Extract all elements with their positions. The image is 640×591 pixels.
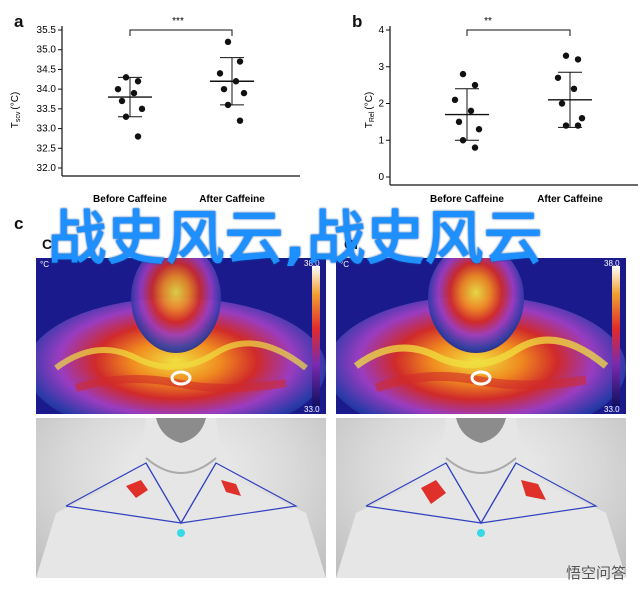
photo-after bbox=[336, 418, 626, 578]
chart-a-ylabel-sub: scv bbox=[15, 111, 22, 122]
chart-a-ytick-label: 32.5 bbox=[37, 143, 57, 154]
chart-a-data-point bbox=[216, 70, 224, 77]
chart-b-ytick-label: 4 bbox=[378, 25, 384, 36]
photo-before bbox=[36, 418, 326, 578]
chart-a-significance: *** bbox=[172, 16, 184, 27]
chart-a-data-point bbox=[224, 101, 232, 109]
thermal-after-min: 33.0 bbox=[604, 405, 620, 414]
panel-c-letter: c bbox=[14, 214, 24, 233]
site-watermark: 悟空问答 bbox=[565, 564, 626, 582]
chart-a-ytick-label: 32.0 bbox=[37, 163, 57, 174]
thermal-before-max: 38.0 bbox=[304, 259, 320, 268]
chart-b-data-point bbox=[570, 85, 578, 93]
chart-b-ylabel: TRel(°C) bbox=[364, 92, 376, 129]
chart-b-data-point bbox=[574, 56, 582, 63]
chart-a-data-point bbox=[114, 85, 122, 93]
chart-b-ytick-label: 2 bbox=[378, 99, 384, 110]
chart-a-ylabel: Tscv(°C) bbox=[10, 92, 22, 129]
chart-a-data-point bbox=[118, 97, 126, 105]
chart-a-data-point bbox=[134, 133, 142, 140]
panel-b-letter: b bbox=[352, 12, 363, 31]
chart-b-data-point bbox=[467, 107, 475, 115]
thermal-image-after: °C 38.0 33.0 bbox=[336, 258, 626, 414]
chart-b-ylabel-sub: Rel bbox=[369, 111, 376, 122]
chart-a-data-point bbox=[236, 58, 244, 65]
chart-b-data-point bbox=[574, 122, 582, 129]
chart-a-xtick-0: Before Caffeine bbox=[93, 194, 167, 205]
thermal-after-label: Ci bbox=[344, 236, 358, 252]
thermal-before-min: 33.0 bbox=[304, 405, 320, 414]
chart-b-ytick-label: 1 bbox=[378, 135, 384, 146]
chart-a-data-point bbox=[138, 105, 146, 113]
reference-point bbox=[177, 529, 185, 537]
chart-a-ytick-label: 34.0 bbox=[37, 84, 57, 95]
chart-b-xtick-1: After Caffeine bbox=[537, 194, 603, 205]
chart-b-ylabel-unit: (°C) bbox=[364, 92, 375, 110]
chart-b-data-point bbox=[554, 74, 562, 81]
chart-b-data-point bbox=[455, 118, 463, 126]
chart-a-data-point bbox=[232, 78, 240, 85]
chart-a-ytick-label: 33.5 bbox=[37, 104, 57, 115]
chart-b-significance: ** bbox=[484, 16, 492, 27]
thermal-after-max: 38.0 bbox=[604, 259, 620, 268]
chart-a-xtick-1: After Caffeine bbox=[199, 194, 265, 205]
chart-b-data-point bbox=[562, 122, 570, 129]
chart-a: Tscv(°C) *** 32.0 32.5 33.0 33.5 34.0 34.5 35.… bbox=[10, 16, 300, 205]
chart-b-data-point bbox=[459, 137, 467, 144]
panel-a-letter: a bbox=[14, 12, 24, 31]
chart-b: TRel(°C) ** 0 1 2 3 4 Before Caffeine After … bbox=[364, 16, 638, 205]
chart-b-data-point bbox=[459, 70, 467, 78]
chart-a-data-point bbox=[240, 89, 248, 97]
chart-b-data-point bbox=[558, 100, 566, 107]
thermal-image-before-graphic: °C 38.0 33.0 bbox=[36, 258, 326, 414]
chart-a-data-point bbox=[134, 78, 142, 85]
thermal-image-before: °C 38.0 33.0 bbox=[36, 258, 326, 414]
chart-a-ylabel-main: T bbox=[10, 122, 21, 128]
chart-a-significance-bracket bbox=[129, 29, 233, 36]
chart-b-data-point bbox=[451, 96, 459, 104]
chart-b-data-point bbox=[471, 81, 479, 89]
chart-a-data-point bbox=[130, 89, 138, 97]
chart-a-ytick-label: 34.5 bbox=[37, 64, 57, 75]
roi-circle bbox=[470, 370, 492, 386]
chart-b-data-point bbox=[475, 126, 483, 133]
chart-a-data-point bbox=[236, 117, 244, 124]
chart-b-ylabel-main: T bbox=[364, 122, 375, 128]
overlay-text: 战史风云,战史风云 bbox=[48, 204, 544, 272]
chart-a-data-point bbox=[122, 74, 130, 81]
photo-after-graphic bbox=[336, 418, 626, 578]
chart-a-ytick-label: 35.0 bbox=[37, 45, 57, 56]
chart-b-data-point bbox=[562, 52, 570, 59]
roi-circle bbox=[170, 370, 192, 386]
chart-a-ytick-label: 35.5 bbox=[37, 25, 57, 36]
chart-a-ytick-label: 33.0 bbox=[37, 124, 57, 135]
chart-a-data-point bbox=[224, 38, 232, 46]
thermal-before-label: Ci bbox=[42, 236, 56, 252]
chart-b-xtick-0: Before Caffeine bbox=[430, 194, 504, 205]
thermal-image-after-graphic: °C 38.0 33.0 bbox=[336, 258, 626, 414]
chart-b-ytick-label: 0 bbox=[378, 172, 384, 183]
chart-b-data-point bbox=[578, 115, 586, 122]
chart-b-significance-bracket bbox=[466, 29, 571, 36]
chart-b-data-point bbox=[471, 144, 479, 151]
chart-b-ytick-label: 3 bbox=[378, 62, 384, 73]
chart-a-ylabel-unit: (°C) bbox=[10, 92, 21, 110]
reference-point bbox=[477, 529, 485, 537]
chart-a-data-point bbox=[122, 113, 130, 120]
photo-before-graphic bbox=[36, 418, 326, 578]
chart-a-data-point bbox=[220, 85, 228, 93]
thermal-before-unit: °C bbox=[40, 260, 49, 269]
thermal-after-unit: °C bbox=[340, 260, 349, 269]
